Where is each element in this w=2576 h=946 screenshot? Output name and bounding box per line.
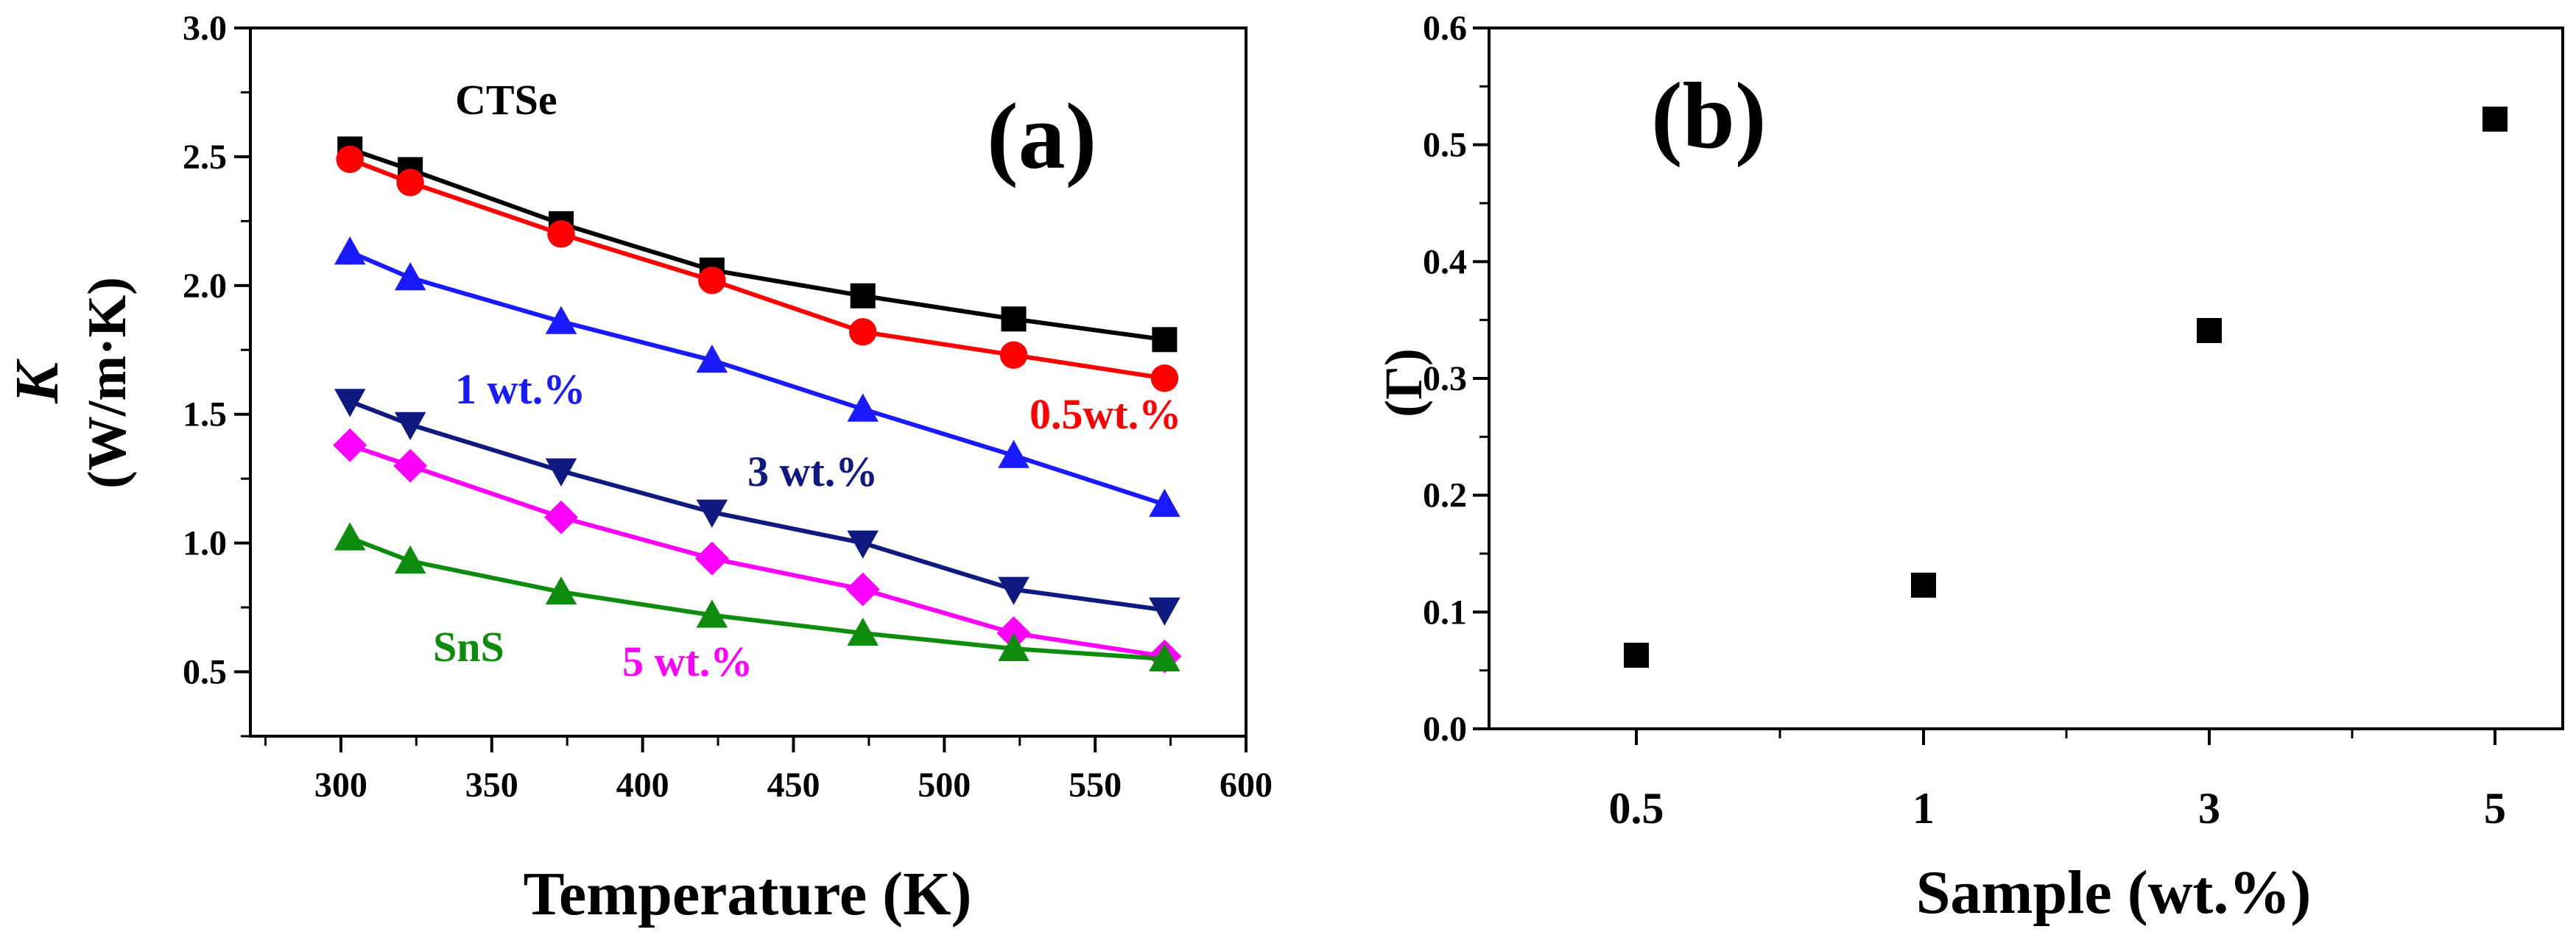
y-tick-label: 0.0 — [1423, 710, 1467, 749]
data-point — [2482, 106, 2508, 132]
data-point — [847, 617, 879, 646]
data-point — [2197, 317, 2222, 343]
data-point — [845, 572, 880, 607]
data-point — [545, 576, 577, 605]
data-point — [396, 169, 424, 197]
data-point — [998, 440, 1030, 468]
x-tick-label: 500 — [918, 766, 971, 805]
y-tick-label: 0.2 — [1423, 476, 1467, 515]
data-point — [998, 632, 1030, 662]
data-point — [847, 393, 879, 422]
panel-b-label: (b) — [1651, 63, 1766, 168]
x-tick-label: 5 — [2484, 784, 2506, 833]
series-5 — [334, 522, 1180, 672]
x-tick-label: 350 — [465, 766, 518, 805]
data-point — [698, 266, 726, 294]
series-label-0-5wt: 0.5wt.% — [1030, 390, 1181, 438]
y-tick-label: 0.5 — [1423, 126, 1467, 165]
panel-a-label: (a) — [987, 84, 1097, 188]
series-label-ctse: CTSe — [455, 76, 557, 124]
data-point — [394, 262, 426, 291]
series-1 — [336, 145, 1179, 392]
panel-a-y-axis-title: (W/m·K) — [77, 277, 138, 489]
data-point — [1150, 364, 1179, 392]
data-point — [394, 412, 426, 440]
x-tick-label: 400 — [616, 766, 669, 805]
data-point — [334, 236, 366, 265]
series-label-sns: SnS — [433, 623, 504, 671]
y-tick-label: 3.0 — [183, 9, 227, 48]
panel-b-ticks: 0.0 0.1 0.2 0.3 0.4 0.5 0.6 0.5 1 3 5 — [1423, 9, 2506, 833]
y-tick-label: 0.5 — [183, 653, 227, 692]
x-tick-label: 1 — [1912, 784, 1935, 833]
panel-a-x-axis-title: Temperature (K) — [524, 860, 972, 928]
y-tick-label: 1.5 — [183, 395, 227, 434]
data-point — [998, 576, 1030, 605]
data-point — [1911, 572, 1936, 598]
y-tick-label: 2.5 — [183, 138, 227, 177]
scatter-series-0 — [1624, 106, 2508, 668]
data-point — [334, 389, 366, 417]
data-point — [999, 341, 1028, 369]
panel-b-chart: 0.0 0.1 0.2 0.3 0.4 0.5 0.6 0.5 1 3 5 Sample (wt.%… — [1374, 9, 2564, 927]
data-point — [333, 428, 367, 462]
data-point — [547, 220, 575, 248]
data-point — [847, 530, 879, 559]
panel-a-y-axis-symbol: K — [3, 359, 71, 404]
panel-a-ticks: 300 350 400 450 500 550 600 0.5 1.0 1.5 2.0 2.5 3.0 — [183, 9, 1273, 805]
series-2 — [334, 236, 1180, 518]
data-point — [545, 306, 577, 334]
data-point — [1001, 306, 1027, 332]
data-point — [1149, 488, 1180, 518]
data-point — [334, 522, 366, 551]
data-point — [850, 283, 876, 308]
data-point — [848, 318, 877, 346]
series-3 — [334, 389, 1180, 626]
y-tick-label: 1.0 — [183, 524, 227, 563]
y-tick-label: 2.0 — [183, 266, 227, 306]
panel-a-chart: 300 350 400 450 500 550 6000.51.01.52.02.53.0 … — [3, 9, 1273, 928]
data-point — [694, 541, 729, 576]
data-point — [696, 499, 728, 528]
panel-a-series — [333, 136, 1182, 674]
y-tick-label: 0.3 — [1423, 359, 1467, 398]
x-tick-label: 3 — [2198, 784, 2220, 833]
data-point — [1149, 597, 1180, 626]
data-point — [394, 545, 426, 574]
x-tick-label: 450 — [767, 766, 820, 805]
y-tick-label: 0.4 — [1423, 242, 1467, 281]
series-4 — [333, 428, 1182, 674]
panel-b-y-axis-title: (Γ) — [1374, 348, 1433, 417]
data-point — [1149, 643, 1180, 672]
series-label-5wt: 5 wt.% — [622, 638, 753, 685]
y-tick-label: 0.6 — [1423, 9, 1467, 48]
data-point — [393, 448, 428, 483]
x-tick-label: 300 — [314, 766, 367, 805]
y-tick-label: 0.1 — [1423, 593, 1467, 632]
panel-b-series — [1624, 106, 2508, 668]
x-tick-label: 550 — [1069, 766, 1122, 805]
data-point — [544, 500, 578, 534]
x-tick-label: 0.5 — [1609, 784, 1664, 833]
data-point — [1152, 327, 1178, 353]
x-tick-label: 600 — [1220, 766, 1273, 805]
data-point — [696, 599, 728, 628]
series-label-3wt: 3 wt.% — [747, 448, 878, 495]
series-label-1wt: 1 wt.% — [455, 365, 585, 413]
data-point — [336, 145, 364, 174]
data-point — [545, 458, 577, 487]
panel-a-plot-frame — [249, 27, 1247, 738]
data-point — [696, 345, 728, 373]
panel-b-x-axis-title: Sample (wt.%) — [1916, 858, 2312, 927]
data-point — [1624, 643, 1649, 668]
